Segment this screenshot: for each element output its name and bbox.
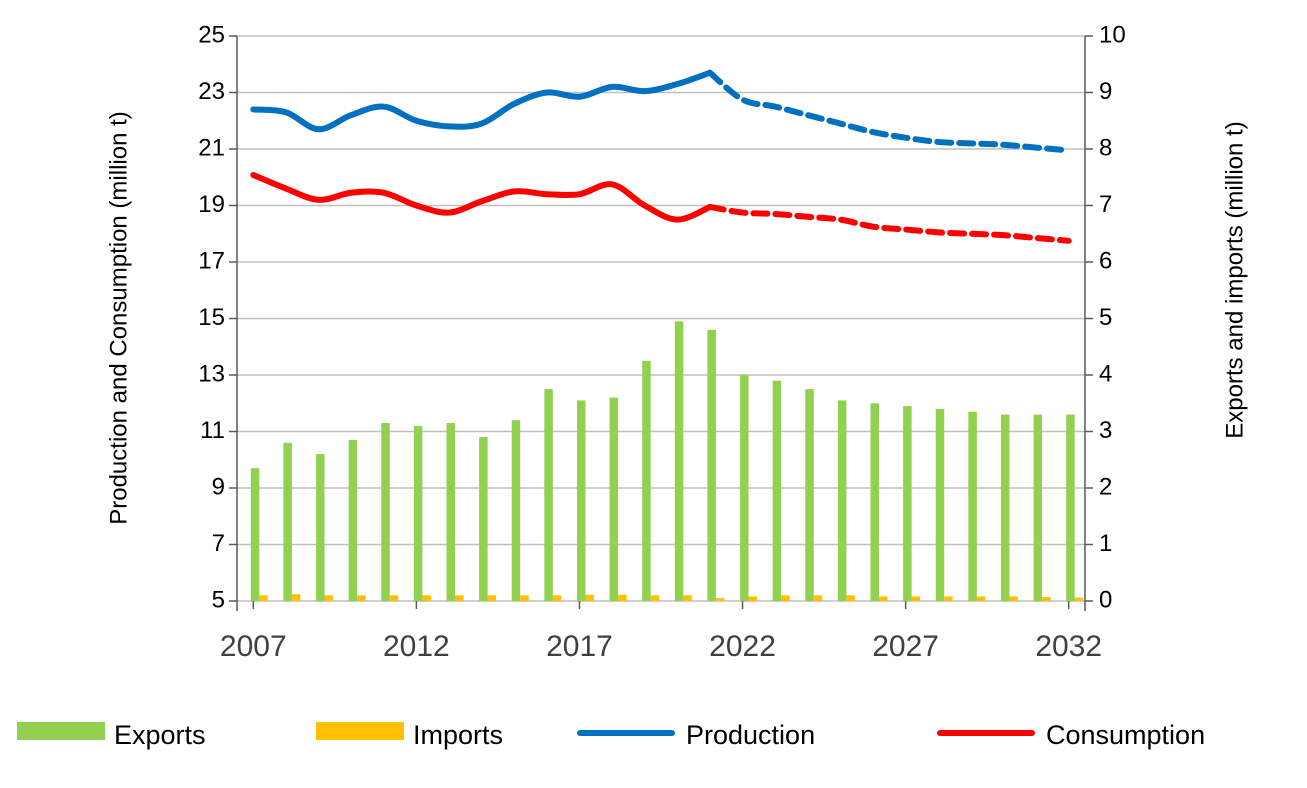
bar bbox=[846, 595, 855, 601]
bar bbox=[748, 596, 758, 601]
bar bbox=[781, 595, 790, 601]
bar bbox=[316, 454, 325, 601]
line bbox=[250, 69, 713, 133]
y2-tick-label: 3 bbox=[1099, 417, 1112, 444]
y2-axis-title: Exports and imports (million t) bbox=[1221, 121, 1248, 438]
bar bbox=[422, 595, 431, 601]
bar bbox=[1042, 597, 1051, 601]
bar bbox=[968, 411, 977, 601]
bar bbox=[1009, 596, 1018, 601]
y-tick-label: 7 bbox=[212, 530, 225, 557]
bar bbox=[683, 595, 692, 601]
bar bbox=[1066, 414, 1075, 601]
bar bbox=[976, 596, 986, 601]
y2-tick-label: 5 bbox=[1099, 304, 1112, 331]
bar bbox=[903, 406, 912, 601]
x-tick-label: 2007 bbox=[220, 630, 287, 663]
bar bbox=[511, 420, 521, 601]
legend-swatch bbox=[17, 722, 105, 740]
bar bbox=[772, 380, 782, 601]
bar bbox=[585, 594, 594, 601]
y2-tick-label: 1 bbox=[1099, 530, 1112, 557]
legend-label: Production bbox=[686, 720, 815, 750]
y2-tick-label: 6 bbox=[1099, 247, 1112, 274]
bar bbox=[479, 437, 488, 601]
x-tick-label: 2022 bbox=[709, 630, 776, 663]
x-tick-label: 2012 bbox=[383, 630, 450, 663]
bar bbox=[707, 329, 716, 601]
y2-tick-label: 8 bbox=[1099, 134, 1112, 161]
bar bbox=[609, 397, 619, 601]
bar bbox=[520, 595, 529, 601]
bar bbox=[455, 595, 464, 601]
bar bbox=[1000, 414, 1010, 601]
bar bbox=[740, 375, 749, 601]
y-tick-label: 25 bbox=[198, 21, 225, 48]
bar bbox=[552, 595, 562, 601]
bar bbox=[1033, 414, 1043, 601]
y2-tick-label: 2 bbox=[1099, 473, 1112, 500]
y2-tick-label: 10 bbox=[1099, 21, 1126, 48]
bar bbox=[1074, 597, 1084, 601]
bar bbox=[911, 596, 921, 601]
bar bbox=[642, 360, 651, 601]
bar bbox=[650, 595, 660, 601]
y-tick-label: 11 bbox=[200, 417, 225, 444]
bar bbox=[944, 596, 953, 601]
legend-label: Consumption bbox=[1046, 720, 1205, 750]
bar bbox=[870, 403, 879, 601]
y2-tick-label: 0 bbox=[1099, 586, 1112, 613]
legend-label: Imports bbox=[413, 720, 503, 750]
bar bbox=[413, 425, 423, 601]
bar bbox=[879, 596, 888, 601]
bar bbox=[935, 408, 945, 601]
bar bbox=[259, 595, 268, 601]
bar bbox=[283, 442, 292, 601]
x-tick-label: 2032 bbox=[1035, 630, 1102, 663]
y-tick-label: 13 bbox=[198, 360, 225, 387]
line-forecast bbox=[706, 203, 1072, 244]
x-tick-label: 2017 bbox=[546, 630, 613, 663]
bar bbox=[357, 595, 366, 601]
bar bbox=[389, 595, 399, 601]
x-tick-label: 2027 bbox=[872, 630, 939, 663]
legend-label: Exports bbox=[114, 720, 206, 750]
bar bbox=[250, 468, 260, 601]
y-tick-label: 23 bbox=[198, 78, 225, 105]
y-tick-label: 21 bbox=[198, 134, 225, 161]
y-tick-label: 9 bbox=[212, 473, 225, 500]
bar bbox=[813, 595, 823, 601]
line bbox=[250, 171, 713, 223]
y-axis-title: Production and Consumption (million t) bbox=[105, 111, 132, 525]
y-tick-label: 5 bbox=[212, 586, 225, 613]
line-forecast bbox=[706, 69, 1072, 154]
bar bbox=[324, 595, 334, 601]
bar bbox=[837, 400, 847, 601]
bar bbox=[618, 594, 627, 601]
bar bbox=[381, 423, 390, 601]
bar bbox=[805, 389, 814, 601]
y2-tick-label: 7 bbox=[1099, 191, 1112, 218]
y-tick-label: 19 bbox=[198, 191, 225, 218]
bar bbox=[487, 595, 497, 601]
bar bbox=[446, 423, 455, 601]
bar bbox=[674, 321, 684, 601]
legend-swatch bbox=[316, 722, 404, 740]
bar bbox=[291, 594, 301, 601]
y-tick-label: 17 bbox=[198, 247, 225, 274]
y2-tick-label: 4 bbox=[1099, 360, 1112, 387]
bar bbox=[715, 598, 725, 601]
bar bbox=[348, 439, 358, 601]
y2-tick-label: 9 bbox=[1099, 78, 1112, 105]
bar bbox=[544, 389, 553, 601]
bar bbox=[576, 400, 586, 601]
y-tick-label: 15 bbox=[198, 304, 225, 331]
